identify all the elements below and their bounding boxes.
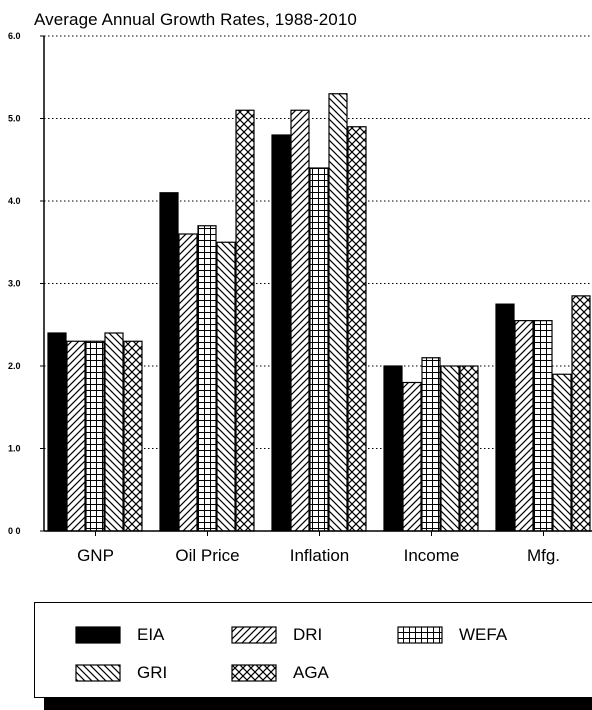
y-tick-label: 2.0 bbox=[8, 361, 21, 371]
bar-wefa bbox=[197, 225, 217, 532]
bar-aga bbox=[123, 340, 143, 532]
bar-aga bbox=[235, 109, 255, 532]
x-tick-label: Mfg. bbox=[527, 546, 560, 565]
legend-item-wefa: WEFA bbox=[397, 625, 507, 645]
x-tick-label: Oil Price bbox=[175, 546, 239, 565]
bar-eia bbox=[271, 134, 291, 532]
legend-shadow bbox=[44, 698, 592, 710]
bar-gri bbox=[440, 365, 460, 532]
legend-swatch-fill bbox=[231, 664, 277, 682]
bar-eia bbox=[159, 192, 179, 532]
legend-swatch-fill bbox=[231, 626, 277, 644]
bar-chart: 0 0 1.0 2.0 3.0 4.0 5.0 6.0 GNP Oil Price Inflati… bbox=[8, 31, 592, 565]
bar-wefa bbox=[533, 320, 553, 532]
bar-eia bbox=[47, 332, 67, 532]
bar-gri bbox=[328, 93, 348, 532]
legend-swatch-fill bbox=[397, 626, 443, 644]
legend-label: AGA bbox=[293, 663, 329, 682]
legend-label: WEFA bbox=[459, 625, 508, 644]
legend-label: DRI bbox=[293, 625, 323, 644]
legend-swatch-wefa bbox=[397, 626, 443, 644]
chart-title: Average Annual Growth Rates, 1988-2010 bbox=[34, 10, 357, 29]
bar-wefa bbox=[85, 340, 105, 532]
bar-gri bbox=[552, 373, 572, 532]
bar-gri bbox=[104, 332, 124, 532]
legend-item-aga: AGA bbox=[231, 663, 329, 683]
y-tick-label: 0 0 bbox=[8, 526, 21, 536]
bar-gri bbox=[216, 241, 236, 532]
legend-item-dri: DRI bbox=[231, 625, 322, 645]
legend-swatch-aga bbox=[231, 664, 277, 682]
y-tick-label: 1.0 bbox=[8, 444, 21, 454]
y-tick-label: 5.0 bbox=[8, 114, 21, 124]
y-tick-label: 6.0 bbox=[8, 31, 21, 41]
legend-item-gri: GRI bbox=[75, 663, 167, 683]
chart-legend: EIA DRI WEFA GRI AGA bbox=[34, 602, 592, 698]
legend-swatch-gri bbox=[75, 664, 121, 682]
y-tick-label: 4.0 bbox=[8, 196, 21, 206]
y-tick-label: 3.0 bbox=[8, 279, 21, 289]
bar-wefa bbox=[421, 357, 441, 532]
legend-item-eia: EIA bbox=[75, 625, 164, 645]
bar-dri bbox=[402, 381, 422, 532]
bar-wefa bbox=[309, 167, 329, 532]
bar-eia bbox=[495, 303, 515, 532]
legend-swatch-fill bbox=[75, 664, 121, 682]
bar-aga bbox=[571, 295, 591, 532]
bar-aga bbox=[347, 126, 367, 532]
legend-label: GRI bbox=[137, 663, 168, 682]
bar-eia bbox=[383, 365, 403, 532]
bar-dri bbox=[66, 340, 86, 532]
x-tick-label: Inflation bbox=[290, 546, 350, 565]
x-tick-label: Income bbox=[404, 546, 460, 565]
bar-dri bbox=[178, 233, 198, 532]
x-tick-label: GNP bbox=[77, 546, 114, 565]
legend-swatch-fill bbox=[75, 626, 121, 644]
legend-label: EIA bbox=[137, 625, 165, 644]
legend-swatch-dri bbox=[231, 626, 277, 644]
bar-dri bbox=[514, 320, 534, 532]
legend-swatch-eia bbox=[75, 626, 121, 644]
bar-dri bbox=[290, 109, 310, 532]
bar-aga bbox=[459, 365, 479, 532]
